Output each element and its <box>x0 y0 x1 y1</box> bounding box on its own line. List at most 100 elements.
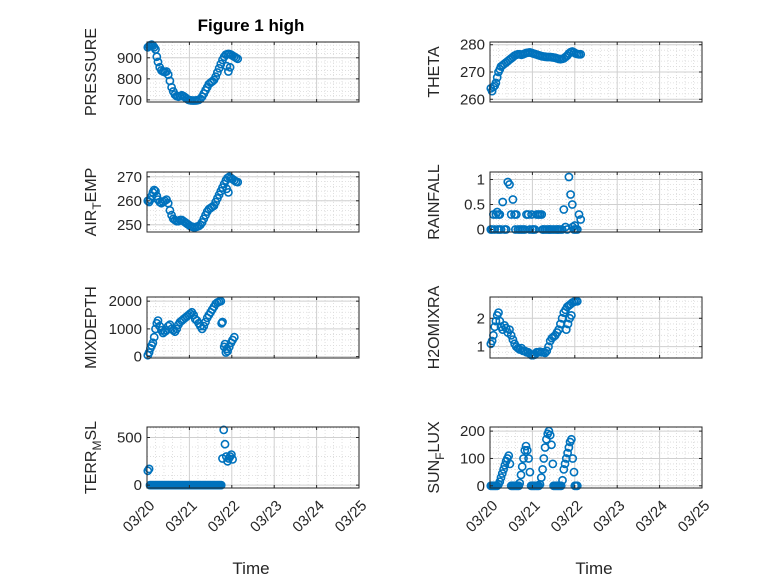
data-point <box>544 342 553 352</box>
x-tick-label: 03/25 <box>332 497 371 536</box>
y-tick-label: 100 <box>460 450 485 467</box>
y-axis-label-main: TERR <box>83 451 100 495</box>
x-tick-label: 03/24 <box>289 497 328 536</box>
y-tick-label: 200 <box>460 423 485 440</box>
y-axis-label: AIRTEMP <box>83 168 104 237</box>
data-point <box>548 459 558 469</box>
subplot-7: 0 500 03/20 03/21 03/22 03/23 03/24 03/25 TERRMS… <box>83 421 370 536</box>
subplot-2: 260 270 280 THETA <box>426 37 703 108</box>
data-point <box>228 454 237 464</box>
x-tick-label: 03/21 <box>505 497 544 536</box>
data-point <box>216 296 226 306</box>
axes-box <box>146 426 360 489</box>
y-axis-label-main: MIXDEPTH <box>83 286 100 369</box>
y-axis-label-rest: SL <box>83 421 100 441</box>
data-point <box>545 225 554 234</box>
data-point <box>561 325 571 334</box>
data-point <box>508 335 518 344</box>
y-axis-label: MIXDEPTH <box>83 286 100 369</box>
data-point <box>199 321 209 331</box>
y-axis-label: SUNFLUX <box>426 421 447 494</box>
data-point <box>222 344 232 354</box>
data-point <box>516 470 526 480</box>
data-point <box>542 346 552 356</box>
data-point <box>490 322 500 332</box>
data-point <box>496 473 506 482</box>
data-point <box>506 330 516 340</box>
data-point <box>511 225 520 234</box>
data-point <box>572 481 582 491</box>
data-point <box>220 439 230 449</box>
data-point <box>151 186 160 196</box>
y-axis-label-main: AIR <box>83 210 100 237</box>
y-tick-label: 0 <box>477 478 485 495</box>
data-point <box>515 478 525 488</box>
data-point <box>545 430 555 440</box>
y-axis-label: PRESSURE <box>83 28 100 116</box>
x-axis-label-right: Time <box>575 559 612 578</box>
data-point <box>564 172 574 182</box>
data-point <box>559 205 569 214</box>
data-point <box>564 443 574 452</box>
subplot-5: 0 1000 2000 MIXDEPTH <box>83 286 360 369</box>
data-point <box>505 459 515 469</box>
y-tick-label: 500 <box>117 429 142 446</box>
data-point <box>563 448 572 458</box>
data-point <box>172 324 182 334</box>
data-point <box>534 481 544 491</box>
y-axis-label-subscript: F <box>433 453 447 460</box>
data-point <box>576 49 586 59</box>
x-tick-label: 03/25 <box>675 497 714 536</box>
y-axis-label-main: RAINFALL <box>426 164 443 240</box>
y-tick-label: 270 <box>117 169 142 186</box>
y-axis-label: THETA <box>426 46 443 98</box>
x-tick-label: 03/22 <box>548 497 587 536</box>
y-tick-label: 250 <box>117 217 142 234</box>
y-axis-label-rest: LUX <box>426 421 443 452</box>
data-point <box>223 67 233 76</box>
figure-title: Figure 1 high <box>198 16 305 35</box>
data-point <box>144 464 154 474</box>
data-point <box>219 425 229 435</box>
subplot-4: 0 0.5 1 RAINFALL <box>426 164 703 240</box>
data-point <box>153 57 163 67</box>
y-axis-label-main: THETA <box>426 46 443 98</box>
data-point <box>494 308 503 317</box>
data-point <box>505 180 514 189</box>
data-point <box>525 467 535 477</box>
data-point <box>505 325 514 334</box>
y-axis-label: TERRMSL <box>83 421 104 494</box>
subplot-8: 0 100 200 03/20 03/21 03/22 03/23 03/24 03/25 SUN… <box>426 421 713 536</box>
data-point <box>566 190 575 199</box>
data-point <box>519 454 528 463</box>
data-point <box>153 316 163 325</box>
data-point <box>547 440 556 450</box>
data-point <box>152 52 162 62</box>
y-tick-label: 280 <box>460 37 485 54</box>
x-tick-label: 03/24 <box>632 497 671 536</box>
y-tick-label: 270 <box>460 64 485 81</box>
subplot-6: 1 2 H2OMIXRA <box>426 285 703 369</box>
axes-background <box>147 297 359 358</box>
data-point <box>233 54 243 64</box>
data-point <box>225 62 235 72</box>
data-point <box>574 210 584 219</box>
data-point <box>497 469 507 478</box>
data-point <box>499 464 508 474</box>
data-point <box>492 73 502 82</box>
data-point <box>508 195 518 204</box>
data-point <box>558 475 567 485</box>
y-tick-label: 2000 <box>109 293 142 310</box>
data-point <box>506 210 516 219</box>
x-tick-label: 03/20 <box>463 497 502 536</box>
y-tick-label: 0.5 <box>464 197 485 214</box>
subplot-1: 700 800 900 PRESSURE <box>83 28 360 116</box>
y-tick-label: 0 <box>477 222 485 239</box>
data-point <box>568 454 578 463</box>
data-point <box>563 319 573 329</box>
subplot-3: 250 260 270 AIRTEMP <box>83 168 360 237</box>
data-point <box>521 441 531 451</box>
y-tick-label: 260 <box>460 91 485 108</box>
axes-background <box>147 427 359 488</box>
